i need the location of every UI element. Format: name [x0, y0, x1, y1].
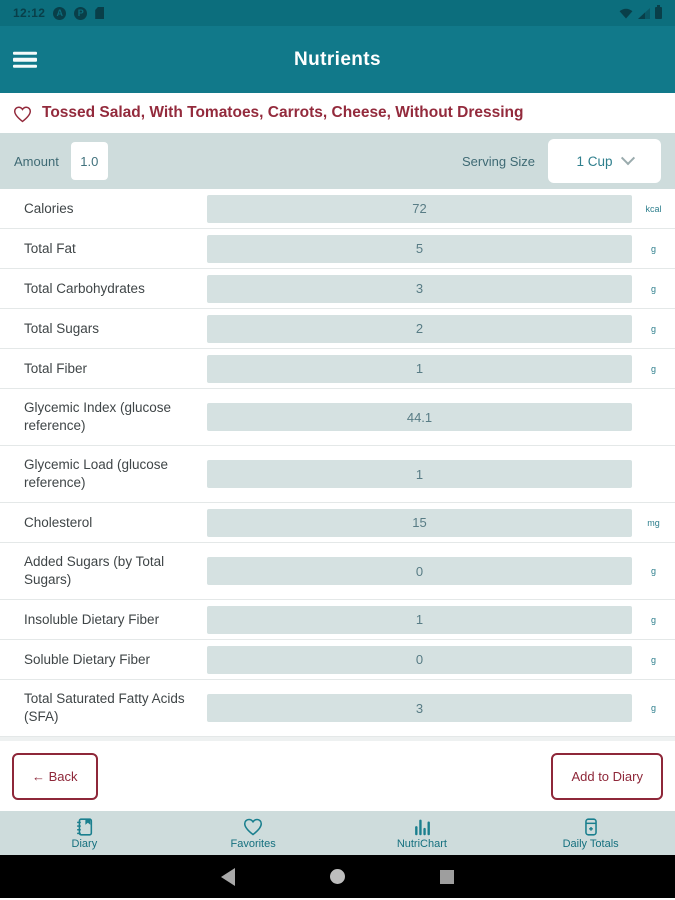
nutrient-unit: g [650, 566, 656, 576]
page-title: Nutrients [294, 48, 381, 70]
nav-item-nutrichart[interactable]: NutriChart [338, 811, 507, 855]
nav-label: Daily Totals [562, 837, 619, 850]
nutrient-row-added-sugars: Added Sugars (by Total Sugars) 0 g [0, 543, 675, 600]
nutrient-unit: g [650, 323, 656, 334]
food-title: Tossed Salad, With Tomatoes, Carrots, Ch… [42, 104, 524, 121]
nutrient-label: Cholesterol [24, 514, 93, 530]
nutrient-value: 1 [207, 460, 632, 488]
menu-icon[interactable] [13, 51, 37, 68]
nutrient-label: Total Fiber [24, 360, 88, 376]
add-to-diary-button[interactable]: Add to Diary [551, 752, 663, 800]
nav-label: Favorites [230, 837, 276, 850]
nutrient-value: 0 [207, 557, 632, 585]
nutrient-label: Added Sugars (by Total Sugars) [24, 554, 165, 587]
nutrient-label: Insoluble Dietary Fiber [24, 611, 160, 627]
nutrient-row-glycemic-load: Glycemic Load (glucose reference) 1 [0, 446, 675, 503]
serving-size-label: Serving Size [462, 153, 535, 169]
bar-chart-icon [415, 819, 430, 836]
nutrient-value: 3 [207, 274, 632, 303]
nutrient-unit: g [650, 363, 656, 374]
daily-totals-icon [584, 818, 597, 836]
nutrient-row-insoluble-fiber: Insoluble Dietary Fiber 1 g [0, 600, 675, 640]
serving-size-value: 1 Cup [576, 153, 613, 169]
nutrient-row-total-fat: Total Fat 5 g [0, 229, 675, 269]
nutrient-label: Glycemic Index (glucose reference) [24, 400, 172, 433]
food-header: Tossed Salad, With Tomatoes, Carrots, Ch… [0, 93, 675, 133]
nutrient-value: 5 [207, 234, 632, 263]
nutrient-label: Total Saturated Fatty Acids (SFA) [24, 691, 185, 724]
nutrient-row-total-fiber: Total Fiber 1 g [0, 349, 675, 389]
nutrient-label: Total Fat [24, 240, 76, 256]
nutrient-value: 3 [207, 694, 632, 722]
nutrient-table: Calories 72 kcal Total Fat 5 g Total Car… [0, 189, 675, 741]
nutrient-label: Total Sugars [24, 320, 100, 336]
nutrient-unit: g [650, 703, 656, 713]
wifi-icon [619, 8, 633, 18]
nutrient-row-cholesterol: Cholesterol 15 mg [0, 503, 675, 543]
nutrient-unit: kcal [645, 203, 662, 214]
chevron-down-icon [620, 151, 635, 166]
app-bar: Nutrients [0, 26, 675, 93]
nutrient-value: 1 [207, 354, 632, 383]
nav-label: Diary [71, 837, 98, 850]
footer-actions: ← Back Add to Diary [0, 741, 675, 811]
nav-item-favorites[interactable]: Favorites [169, 811, 338, 855]
nutrient-value: 72 [207, 194, 632, 223]
nutrient-value: 2 [207, 314, 632, 343]
nutrient-label: Glycemic Load (glucose reference) [24, 457, 169, 490]
battery-icon [655, 5, 662, 19]
nav-item-diary[interactable]: Diary [0, 811, 169, 855]
nutrient-unit: g [650, 654, 656, 665]
app-notification-icon-1: A [53, 6, 67, 20]
clock: 12:12 [13, 6, 46, 20]
nutrient-label: Total Carbohydrates [24, 280, 145, 296]
nutrient-value: 1 [207, 605, 632, 634]
favorite-heart-icon[interactable] [12, 104, 33, 123]
diary-icon [77, 818, 93, 836]
nutrient-value: 44.1 [207, 403, 632, 431]
nutrient-unit: g [650, 243, 656, 254]
heart-icon [244, 818, 263, 836]
nutrient-row-saturated-fat: Total Saturated Fatty Acids (SFA) 3 g [0, 680, 675, 737]
nutrient-unit: g [650, 614, 656, 625]
amount-serving-bar: Amount Serving Size 1 Cup [0, 133, 675, 189]
section-divider [0, 737, 675, 741]
serving-size-select[interactable]: 1 Cup [548, 139, 661, 183]
nutrient-unit: g [650, 283, 656, 294]
nutrient-row-calories: Calories 72 kcal [0, 189, 675, 229]
nav-item-daily-totals[interactable]: Daily Totals [506, 811, 675, 855]
android-nav-bar [0, 855, 675, 898]
nutrient-row-total-sugars: Total Sugars 2 g [0, 309, 675, 349]
nutrient-unit: mg [647, 517, 660, 528]
android-back-button[interactable] [221, 867, 235, 886]
nutrient-value: 15 [207, 508, 632, 537]
nutrient-value: 0 [207, 645, 632, 674]
bottom-nav: Diary Favorites NutriChart Da [0, 811, 675, 855]
nutrient-label: Soluble Dietary Fiber [24, 651, 151, 667]
nutrient-row-glycemic-index: Glycemic Index (glucose reference) 44.1 [0, 389, 675, 446]
amount-input[interactable] [70, 142, 108, 180]
android-recents-button[interactable] [440, 869, 454, 884]
app-notification-icon-2: P [74, 6, 88, 20]
status-bar: 12:12 A P [0, 0, 675, 26]
nav-label: NutriChart [396, 837, 447, 850]
nutrient-row-total-carbohydrates: Total Carbohydrates 3 g [0, 269, 675, 309]
back-button[interactable]: ← Back [12, 752, 98, 800]
nutrient-row-soluble-fiber: Soluble Dietary Fiber 0 g [0, 640, 675, 680]
nutrient-label: Calories [24, 200, 74, 216]
amount-label: Amount [14, 153, 59, 169]
sd-card-icon [95, 7, 105, 19]
cellular-signal-icon [638, 7, 650, 19]
android-home-button[interactable] [330, 869, 345, 884]
